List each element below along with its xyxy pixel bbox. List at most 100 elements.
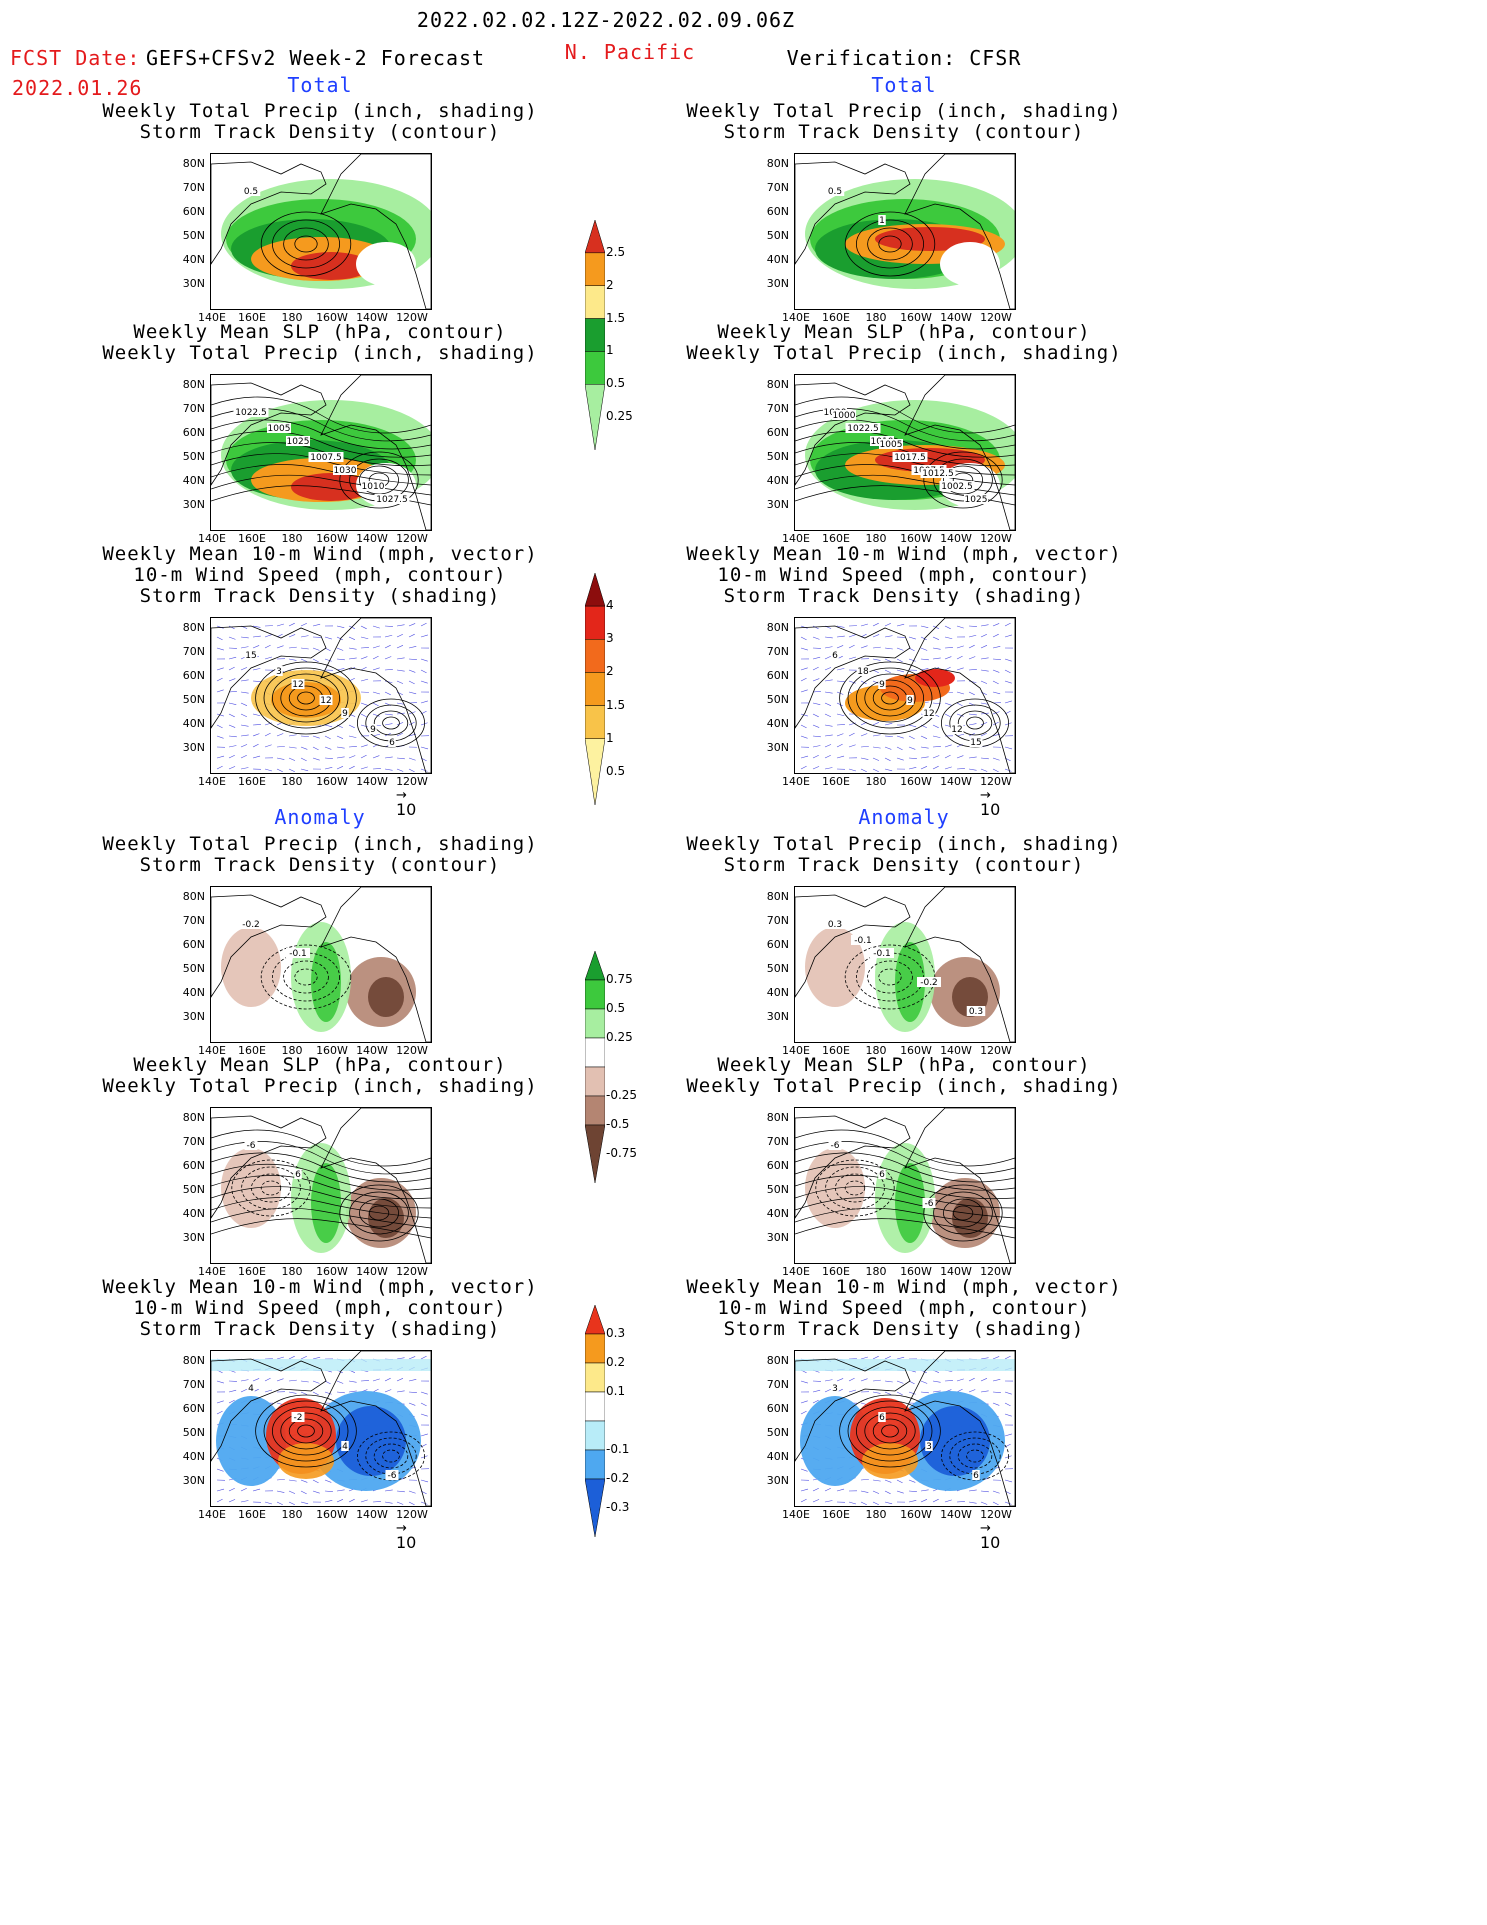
lon-tick-label: 120W: [396, 1508, 428, 1521]
lon-tick-label: 180: [865, 1265, 887, 1278]
lon-tick-label: 140E: [198, 532, 226, 545]
map-panel: 1022.5 1025 1030 1027.5 1005 1007.5 1010: [210, 374, 432, 531]
colorbar-label: -0.1: [606, 1442, 630, 1456]
contour-label: 1025: [965, 495, 988, 505]
lat-tick-label: 30N: [766, 1474, 789, 1487]
lat-tick-label: 40N: [766, 253, 789, 266]
panel-title-line: 10-m Wind Speed (mph, contour): [717, 1297, 1091, 1319]
contour-label: -0.2: [242, 920, 260, 930]
lat-tick-label: 30N: [182, 1010, 205, 1023]
panel-title: Weekly Mean 10-m Wind (mph, vector) 10-m …: [102, 1277, 537, 1340]
map-panel: -6 6 -6: [794, 1107, 1016, 1264]
lon-tick-label: 140E: [198, 311, 226, 324]
lon-tick-label: 160W: [900, 1044, 932, 1057]
map-panel: -0.2 -0.1: [210, 886, 432, 1043]
colorbar-precip-total: [584, 219, 606, 451]
panel-title-line: 10-m Wind Speed (mph, contour): [133, 564, 507, 586]
lat-tick-label: 70N: [766, 914, 789, 927]
section-total-right: Total: [871, 73, 937, 97]
lon-tick-label: 120W: [980, 532, 1012, 545]
lat-tick-label: 80N: [766, 890, 789, 903]
contour-label: 12: [292, 680, 303, 690]
contour-label: 1030: [334, 466, 357, 476]
panel-title: Weekly Mean SLP (hPa, contour) Weekly Tot…: [686, 1055, 1121, 1097]
colorbar-label: 0.1: [606, 1384, 626, 1398]
colorbar-swatch: [584, 639, 606, 673]
colorbar-swatch: [584, 285, 606, 319]
colorbar-label: -0.25: [606, 1088, 638, 1102]
lon-tick-label: 160W: [316, 1265, 348, 1278]
panel-title-line: Weekly Mean 10-m Wind (mph, vector): [102, 1276, 538, 1298]
panel-title-line: Storm Track Density (shading): [723, 585, 1085, 607]
panel-title: Weekly Total Precip (inch, shading) Storm…: [686, 101, 1121, 143]
lat-tick-label: 40N: [182, 1450, 205, 1463]
contour-label: 1022.5: [235, 408, 267, 418]
contour-label: -0.1: [854, 936, 872, 946]
panel-title-line: Storm Track Density (contour): [139, 854, 501, 876]
contour-label: 1: [879, 216, 885, 226]
contour-label: -6: [925, 1199, 934, 1209]
contour-label: -6: [388, 1471, 397, 1481]
lon-tick-label: 160W: [900, 311, 932, 324]
lat-tick-label: 30N: [766, 1231, 789, 1244]
contour-label: 12: [320, 696, 331, 706]
lat-tick-label: 70N: [766, 402, 789, 415]
colorbar-label: 0.25: [606, 1030, 633, 1044]
contour-label: 15: [245, 651, 256, 661]
lat-tick-label: 60N: [182, 426, 205, 439]
contour-label: 0.5: [244, 187, 258, 197]
colorbar-label: 0.2: [606, 1355, 626, 1369]
lat-tick-label: 80N: [182, 1354, 205, 1367]
lat-tick-label: 50N: [182, 229, 205, 242]
contour-label: 1010: [362, 482, 385, 492]
lat-tick-label: 30N: [766, 498, 789, 511]
panel-title: Weekly Mean 10-m Wind (mph, vector) 10-m …: [686, 1277, 1121, 1340]
contour-label: 1022.5: [847, 424, 879, 434]
lat-tick-label: 80N: [766, 1354, 789, 1367]
lon-tick-label: 140W: [356, 1044, 388, 1057]
colorbar-label: -0.75: [606, 1146, 638, 1160]
lat-tick-label: 50N: [766, 693, 789, 706]
lat-tick-label: 60N: [766, 205, 789, 218]
lon-tick-label: 180: [281, 311, 303, 324]
colorbar-swatch: [584, 1124, 606, 1184]
colorbar-label: 2: [606, 664, 614, 679]
panel-title-line: Storm Track Density (contour): [723, 854, 1085, 876]
lat-tick-label: 60N: [182, 938, 205, 951]
contour-label: -0.2: [920, 978, 938, 988]
vector-reference: → 10: [980, 1522, 1000, 1552]
panel-title: Weekly Mean SLP (hPa, contour) Weekly Tot…: [102, 1055, 537, 1097]
colorbar-swatch: [584, 979, 606, 1010]
lat-tick-label: 30N: [182, 498, 205, 511]
lon-tick-label: 160E: [238, 1508, 266, 1521]
vector-reference-value: 10: [396, 800, 417, 819]
vector-reference: → 10: [396, 1522, 416, 1552]
lon-tick-label: 140E: [782, 775, 810, 788]
panel-title-line: Storm Track Density (shading): [723, 1318, 1085, 1340]
lat-tick-label: 50N: [766, 962, 789, 975]
colorbar-label: 2.5: [606, 244, 626, 259]
colorbar-swatch: [584, 705, 606, 739]
colorbar-swatch: [584, 384, 606, 451]
contour-label: 9: [342, 709, 348, 719]
panel-title-line: Weekly Total Precip (inch, shading): [102, 1075, 538, 1097]
lat-tick-label: 60N: [182, 1159, 205, 1172]
colorbar-label: 0.25: [606, 409, 633, 424]
colorbar-swatch: [584, 572, 606, 607]
lon-tick-label: 120W: [396, 775, 428, 788]
map-panel: 4 -2 4 -6: [210, 1350, 432, 1507]
colorbar-label: 0.5: [606, 376, 626, 391]
lat-tick-label: 60N: [182, 1402, 205, 1415]
contour-label: -0.1: [873, 949, 891, 959]
colorbar-label: 0.3: [606, 1326, 626, 1340]
lat-tick-label: 40N: [766, 474, 789, 487]
contour-label: 6: [389, 738, 395, 748]
lat-tick-label: 70N: [766, 1378, 789, 1391]
panel-title-line: Weekly Mean 10-m Wind (mph, vector): [686, 1276, 1122, 1298]
lat-tick-label: 70N: [182, 914, 205, 927]
contour-label: 1005: [880, 440, 903, 450]
panel-title: Weekly Mean 10-m Wind (mph, vector) 10-m …: [686, 544, 1121, 607]
lat-tick-label: 30N: [182, 277, 205, 290]
panel-title: Weekly Total Precip (inch, shading) Storm…: [686, 834, 1121, 876]
lat-tick-label: 40N: [766, 1207, 789, 1220]
